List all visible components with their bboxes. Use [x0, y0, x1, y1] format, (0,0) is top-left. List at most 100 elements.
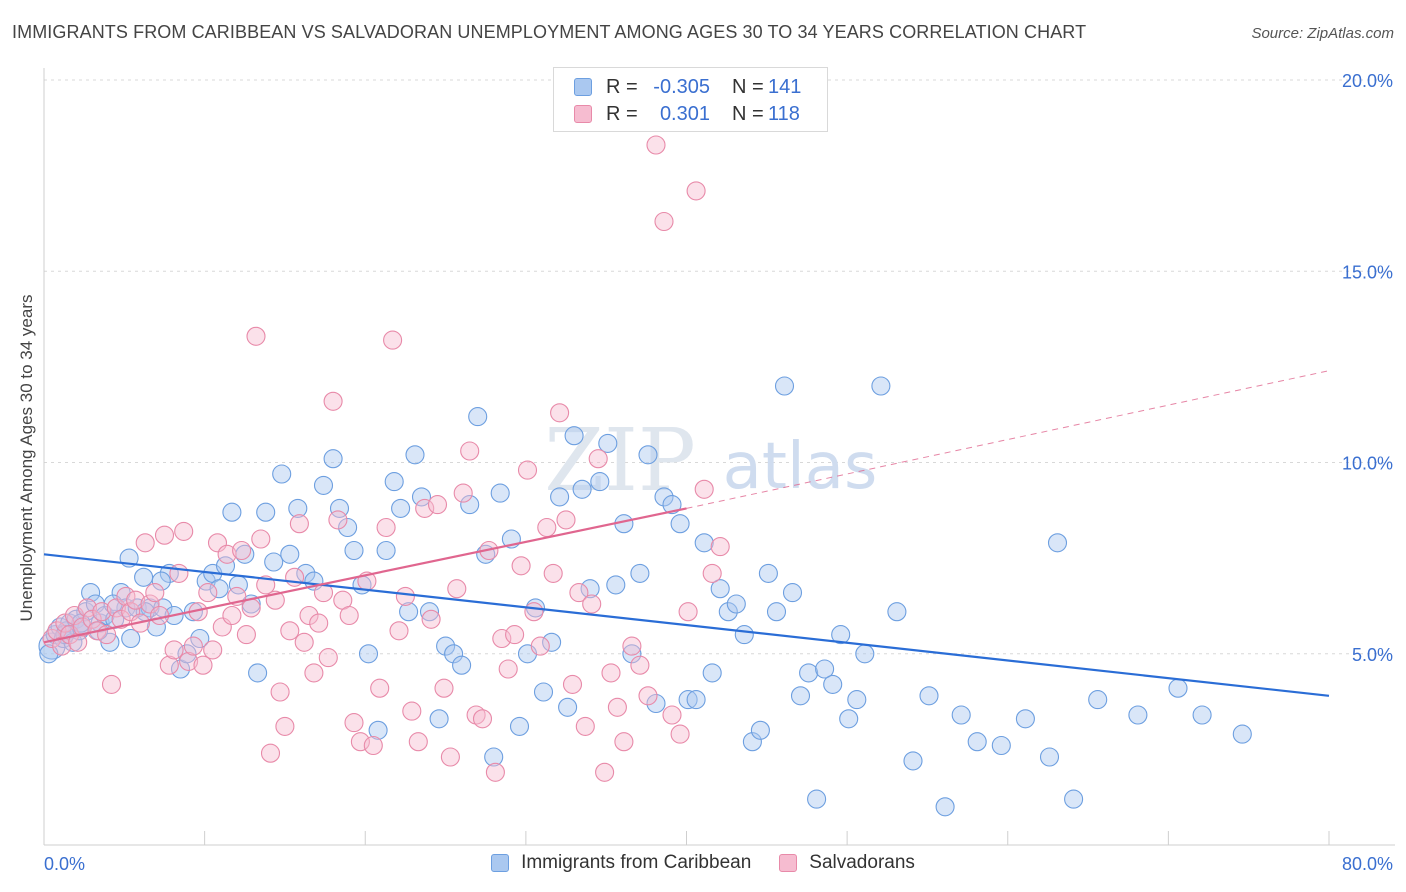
legend-item-caribbean[interactable]: Immigrants from Caribbean [491, 852, 751, 874]
point-caribbean [509, 716, 530, 736]
point-salvadoran [472, 709, 493, 729]
point-caribbean [1128, 705, 1148, 725]
point-salvadoran [498, 659, 518, 679]
y-axis-label: Unemployment Among Ages 30 to 34 years [17, 295, 36, 622]
point-caribbean [758, 563, 778, 583]
point-caribbean [411, 487, 432, 507]
point-caribbean [1039, 747, 1060, 767]
point-caribbean [654, 487, 674, 507]
legend-item-salvadorans[interactable]: Salvadorans [779, 852, 915, 874]
point-salvadoran [260, 743, 281, 763]
point-salvadoran [52, 636, 72, 656]
y-tick-label: 5.0% [1352, 645, 1393, 665]
point-salvadoran [556, 510, 576, 530]
point-caribbean [358, 644, 379, 664]
point-caribbean [368, 720, 388, 740]
point-caribbean [823, 674, 843, 694]
legend-swatch-caribbean [574, 78, 592, 96]
point-caribbean [313, 475, 334, 495]
point-caribbean [460, 495, 480, 515]
point-salvadoran [183, 636, 203, 656]
point-salvadoran [363, 735, 383, 756]
point-salvadoran [339, 605, 359, 626]
point-salvadoran [217, 544, 237, 564]
point-salvadoran [395, 586, 415, 606]
point-salvadoran [150, 605, 170, 626]
y-tick-label: 10.0% [1342, 454, 1393, 474]
point-salvadoran [101, 674, 122, 694]
series-legend: Immigrants from Caribbean Salvadorans [0, 852, 1406, 874]
point-salvadoran [670, 724, 690, 744]
point-salvadoran [236, 625, 256, 645]
point-caribbean [1192, 705, 1212, 725]
point-caribbean [533, 682, 554, 702]
point-caribbean [766, 602, 787, 622]
point-caribbean [590, 472, 610, 492]
point-caribbean [750, 720, 770, 740]
trend-lines [43, 370, 1330, 697]
point-caribbean [598, 433, 618, 453]
point-salvadoran [179, 651, 199, 671]
point-caribbean [564, 426, 584, 446]
point-caribbean [272, 464, 292, 484]
point-salvadoran [453, 483, 473, 503]
point-caribbean [951, 705, 971, 725]
x-tick-label: 80.0% [1342, 854, 1393, 874]
point-salvadoran [654, 211, 674, 232]
point-salvadoran [126, 590, 146, 610]
point-caribbean [151, 571, 171, 591]
legend-row-caribbean: R = -0.305 N = 141 [574, 74, 801, 100]
legend-n-label: N = [732, 102, 764, 125]
point-caribbean [638, 445, 658, 465]
point-salvadoran [530, 636, 550, 656]
point-caribbean [484, 747, 504, 767]
y-tick-label: 20.0% [1342, 71, 1393, 91]
point-caribbean [726, 594, 746, 614]
point-caribbean [670, 514, 690, 534]
point-caribbean [702, 663, 722, 683]
point-salvadoran [289, 514, 309, 534]
point-salvadoran [246, 326, 266, 346]
point-caribbean [338, 517, 358, 538]
point-salvadoran [595, 762, 615, 782]
point-salvadoran [159, 655, 179, 675]
point-salvadoran [402, 701, 422, 721]
point-caribbean [256, 502, 276, 522]
point-caribbean [694, 533, 714, 553]
point-salvadoran [630, 655, 650, 675]
point-salvadoran [68, 632, 88, 652]
y-tick-label: 15.0% [1342, 262, 1393, 282]
point-salvadoran [607, 697, 627, 717]
point-salvadoran [169, 563, 189, 583]
point-caribbean [935, 797, 955, 817]
point-caribbean [323, 449, 343, 469]
point-caribbean [855, 644, 875, 664]
point-caribbean [606, 575, 626, 595]
point-salvadoran [662, 705, 682, 725]
point-caribbean [847, 690, 867, 710]
point-salvadoran [294, 632, 314, 652]
point-salvadoran [569, 583, 589, 603]
point-caribbean [678, 690, 698, 710]
point-salvadoran [582, 594, 602, 614]
point-salvadoran [710, 537, 730, 557]
point-salvadoran [111, 609, 131, 629]
point-salvadoran [492, 628, 512, 649]
point-caribbean [81, 583, 101, 603]
correlation-legend: R = -0.305 N = 141 R = 0.301 N = 118 [553, 67, 828, 132]
point-salvadoran [415, 498, 435, 518]
point-salvadoran [638, 686, 658, 706]
point-caribbean [121, 628, 141, 649]
point-salvadoran [646, 135, 666, 155]
point-caribbean [919, 686, 939, 706]
point-salvadoran [222, 605, 242, 626]
point-caribbean [646, 693, 666, 714]
point-caribbean [742, 732, 762, 752]
point-salvadoran [145, 583, 165, 603]
point-salvadoran [376, 517, 396, 538]
point-caribbean [558, 697, 578, 717]
point-salvadoran [383, 330, 403, 350]
point-caribbean [436, 636, 456, 656]
point-caribbean [264, 552, 284, 572]
point-salvadoran [154, 525, 175, 545]
